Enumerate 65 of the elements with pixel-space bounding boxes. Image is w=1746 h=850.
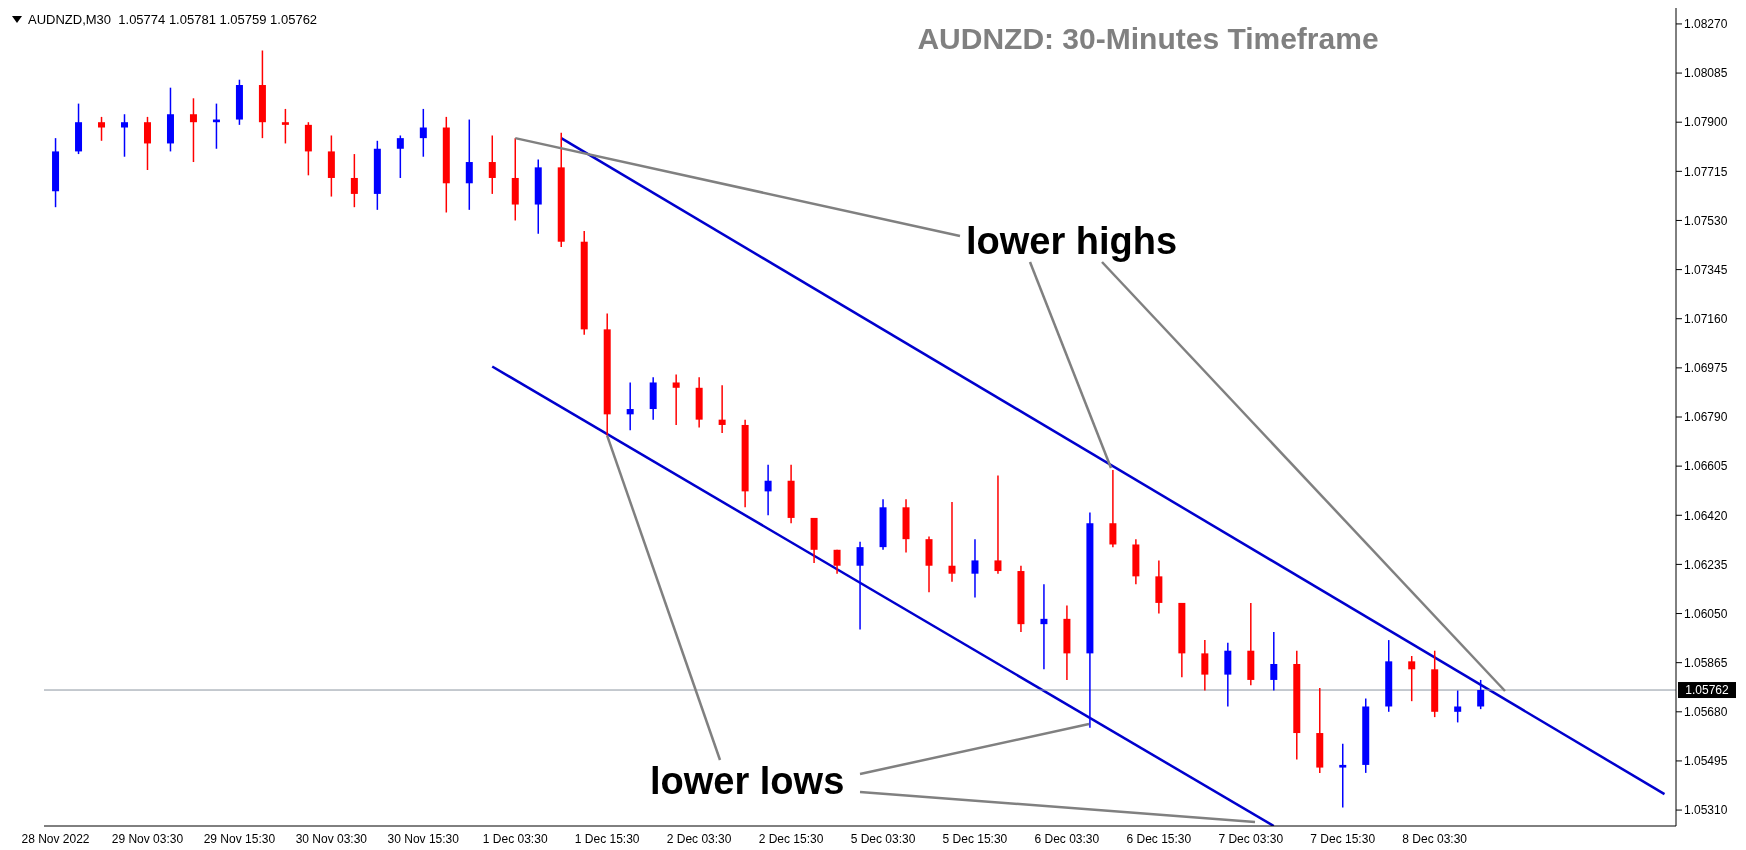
y-tick-label: 1.07345 (1684, 262, 1728, 277)
x-tick-label: 2 Dec 15:30 (758, 831, 824, 846)
candlestick (718, 384, 726, 434)
candlestick (626, 381, 634, 432)
x-tick-label: 30 Nov 03:30 (295, 831, 368, 846)
x-tick-label: 5 Dec 03:30 (850, 831, 916, 846)
candlestick (1109, 469, 1117, 548)
y-tick-label: 1.06790 (1684, 410, 1728, 425)
y-tick-label: 1.06975 (1684, 361, 1728, 376)
x-tick-label: 6 Dec 03:30 (1034, 831, 1100, 846)
y-tick-label: 1.07160 (1684, 311, 1728, 326)
candlestick (948, 501, 956, 583)
candlestick (1339, 742, 1347, 809)
x-tick-label: 28 Nov 2022 (21, 831, 90, 846)
x-tick-label: 2 Dec 03:30 (666, 831, 732, 846)
x-tick-label: 29 Nov 15:30 (203, 831, 276, 846)
candlestick (1477, 679, 1485, 710)
candlestick (1270, 631, 1278, 692)
candlestick (1408, 655, 1416, 702)
candlestick (1040, 583, 1048, 671)
y-tick-label: 1.06050 (1684, 606, 1728, 621)
candlestick (419, 108, 427, 158)
y-tick-label: 1.05495 (1684, 754, 1728, 769)
y-tick-label: 1.06605 (1684, 459, 1728, 474)
candlestick (1201, 639, 1209, 692)
y-tick-label: 1.08270 (1684, 17, 1728, 32)
candlestick (143, 116, 151, 171)
text: AUDNZD: 30-Minutes Timeframe (916, 22, 1380, 56)
x-tick-label: 7 Dec 03:30 (1218, 831, 1284, 846)
candlestick (672, 373, 680, 426)
y-tick-label: 1.08085 (1684, 66, 1728, 81)
y-tick-label: 1.05680 (1684, 705, 1728, 720)
x-tick-label: 1 Dec 15:30 (574, 831, 640, 846)
y-tick-label: 1.07900 (1684, 115, 1728, 130)
x-tick-label: 30 Nov 15:30 (387, 831, 460, 846)
candlestick (121, 113, 128, 158)
candlestick (856, 541, 864, 631)
x-tick-label: 1 Dec 03:30 (482, 831, 548, 846)
x-tick-label: 5 Dec 15:30 (942, 831, 1008, 846)
y-tick-label: 1.06235 (1684, 557, 1728, 572)
y-tick-label: 1.07715 (1684, 164, 1728, 179)
y-tick-label: 1.06420 (1684, 508, 1728, 523)
candlestick (1224, 642, 1232, 708)
y-tick-label: 1.07530 (1684, 213, 1728, 228)
candlestick (465, 118, 473, 211)
candlestick (994, 474, 1002, 575)
candlestick (488, 134, 496, 195)
candlestick (1454, 689, 1462, 724)
x-tick-label: 7 Dec 15:30 (1310, 831, 1376, 846)
candlestick (764, 464, 772, 517)
annotation: lower lows (650, 760, 845, 803)
candlestick (396, 134, 404, 179)
annotation: AUDNZD,M30 1.05774 1.05781 1.05759 1.05762 (28, 12, 318, 27)
y-tick-label: 1.05310 (1684, 803, 1728, 818)
x-tick-label: 8 Dec 03:30 (1402, 831, 1468, 846)
ref-line-label: 1.05762 (1685, 683, 1730, 698)
candlestick (189, 97, 197, 163)
candlestick (98, 116, 106, 142)
x-tick-label: 6 Dec 15:30 (1126, 831, 1192, 846)
y-tick-label: 1.05865 (1684, 655, 1728, 670)
candlestick (350, 153, 358, 208)
candlestick (971, 538, 979, 599)
x-tick-label: 29 Nov 03:30 (111, 831, 184, 846)
annotation: lower highs (966, 220, 1178, 263)
candlestick (281, 108, 289, 145)
